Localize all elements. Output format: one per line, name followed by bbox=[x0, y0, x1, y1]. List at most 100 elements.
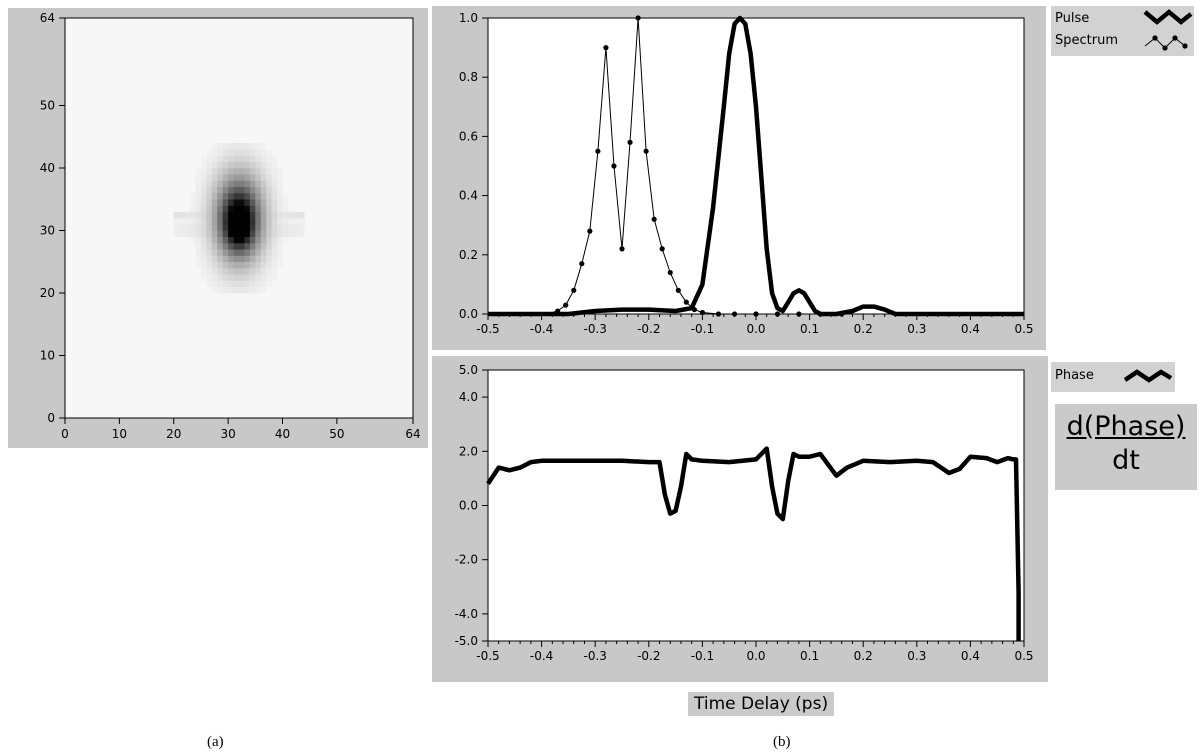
x-tick-label: -0.4 bbox=[530, 322, 553, 336]
x-tick-label: 50 bbox=[329, 427, 344, 441]
x-tick-label: -0.1 bbox=[691, 649, 714, 663]
trace-cell bbox=[255, 168, 262, 175]
trace-cell bbox=[239, 230, 245, 238]
trace-cell bbox=[244, 274, 251, 281]
trace-cell bbox=[249, 236, 256, 244]
trace-cell bbox=[195, 218, 202, 225]
trace-cell bbox=[249, 180, 256, 188]
trace-cell bbox=[255, 274, 262, 281]
trace-cell bbox=[184, 211, 191, 219]
trace-cell bbox=[239, 249, 245, 256]
series-point-spectrum bbox=[651, 216, 657, 222]
trace-cell bbox=[239, 224, 245, 231]
series-point-spectrum bbox=[579, 261, 585, 267]
trace-cell bbox=[211, 230, 218, 238]
trace-cell bbox=[293, 211, 300, 219]
trace-cell bbox=[277, 249, 283, 256]
trace-cell bbox=[244, 143, 251, 150]
trace-cell bbox=[184, 230, 191, 238]
trace-cell bbox=[239, 168, 245, 175]
legend-spectrum-label: Spectrum bbox=[1055, 33, 1118, 48]
trace-cell bbox=[249, 161, 256, 169]
trace-cell bbox=[244, 268, 251, 275]
series-point-spectrum bbox=[611, 163, 617, 169]
trace-cell bbox=[222, 149, 229, 156]
trace-cell bbox=[271, 161, 278, 169]
trace-cell bbox=[184, 218, 191, 225]
trace-cell bbox=[271, 249, 278, 256]
trace-cell bbox=[255, 161, 262, 169]
trace-cell bbox=[233, 261, 240, 269]
legend-spectrum-dot bbox=[1172, 35, 1178, 41]
trace-cell bbox=[206, 155, 213, 163]
trace-cell bbox=[228, 243, 234, 250]
plot-area bbox=[487, 369, 1025, 642]
trace-cell bbox=[217, 155, 223, 163]
trace-cell bbox=[206, 174, 213, 181]
trace-cell bbox=[179, 230, 185, 238]
trace-cell bbox=[282, 230, 289, 238]
y-tick-label: 20 bbox=[40, 286, 55, 300]
x-tick-label: -0.1 bbox=[691, 322, 714, 336]
y-tick-label: 0.6 bbox=[459, 129, 478, 143]
trace-cell bbox=[217, 218, 223, 225]
trace-cell bbox=[249, 249, 256, 256]
trace-cell bbox=[206, 211, 213, 219]
trace-cell bbox=[266, 255, 272, 263]
trace-cell bbox=[200, 155, 207, 163]
trace-cell bbox=[260, 161, 267, 169]
trace-cell bbox=[179, 218, 185, 225]
trace-cell bbox=[222, 186, 229, 194]
x-tick-label: -0.5 bbox=[476, 649, 499, 663]
trace-cell bbox=[277, 218, 283, 225]
trace-cell bbox=[206, 161, 213, 169]
trace-cell bbox=[271, 211, 278, 219]
trace-cell bbox=[217, 224, 223, 231]
trace-cell bbox=[233, 280, 240, 288]
x-tick-label: 0.2 bbox=[854, 649, 873, 663]
trace-cell bbox=[277, 230, 283, 238]
trace-cell bbox=[217, 149, 223, 156]
trace-cell bbox=[217, 143, 223, 150]
trace-cell bbox=[271, 218, 278, 225]
trace-cell bbox=[200, 218, 207, 225]
legend-phase-label: Phase bbox=[1055, 368, 1094, 383]
trace-cell bbox=[222, 143, 229, 150]
trace-cell bbox=[277, 180, 283, 188]
trace-cell bbox=[222, 174, 229, 181]
trace-cell bbox=[277, 199, 283, 206]
trace-cell bbox=[277, 236, 283, 244]
trace-cell bbox=[266, 249, 272, 256]
trace-cell bbox=[228, 186, 234, 194]
y-tick-label: 64 bbox=[40, 11, 55, 25]
trace-cell bbox=[233, 193, 240, 200]
trace-cell bbox=[206, 149, 213, 156]
trace-cell bbox=[206, 268, 213, 275]
trace-cell bbox=[228, 205, 234, 213]
y-tick-label: 10 bbox=[40, 349, 55, 363]
xlabel-time-delay: Time Delay (ps) bbox=[688, 692, 835, 716]
trace-cell bbox=[233, 236, 240, 244]
trace-cell bbox=[206, 186, 213, 194]
trace-cell bbox=[255, 199, 262, 206]
trace-cell bbox=[255, 174, 262, 181]
trace-cell bbox=[266, 161, 272, 169]
x-tick-label: 40 bbox=[275, 427, 290, 441]
trace-cell bbox=[255, 268, 262, 275]
trace-cell bbox=[260, 261, 267, 269]
trace-cell bbox=[211, 286, 218, 294]
trace-cell bbox=[228, 155, 234, 163]
trace-cell bbox=[255, 261, 262, 269]
trace-cell bbox=[217, 236, 223, 244]
trace-cell bbox=[244, 155, 251, 163]
x-tick-label: 0 bbox=[61, 427, 69, 441]
trace-cell bbox=[266, 149, 272, 156]
trace-cell bbox=[249, 186, 256, 194]
x-tick-label: 10 bbox=[112, 427, 127, 441]
trace-cell bbox=[298, 218, 305, 225]
trace-cell bbox=[217, 230, 223, 238]
trace-cell bbox=[222, 161, 229, 169]
trace-cell bbox=[228, 236, 234, 244]
trace-cell bbox=[260, 274, 267, 281]
trace-cell bbox=[249, 224, 256, 231]
